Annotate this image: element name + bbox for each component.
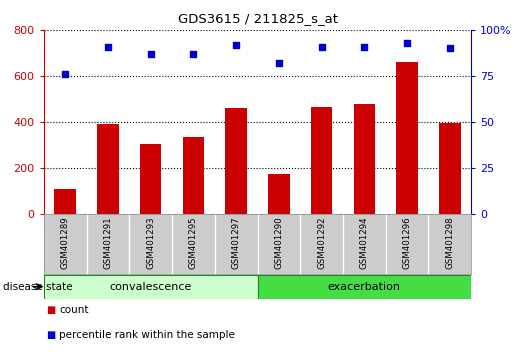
Point [232, 42, 240, 48]
Text: GSM401291: GSM401291 [104, 217, 112, 269]
Text: GSM401294: GSM401294 [360, 217, 369, 269]
Text: GSM401297: GSM401297 [232, 217, 241, 269]
Point [403, 40, 411, 46]
Bar [140, 144, 161, 214]
Point [190, 51, 198, 57]
Point [317, 44, 326, 50]
Bar [268, 174, 289, 214]
Text: ■: ■ [46, 330, 56, 339]
Text: ■: ■ [46, 305, 56, 315]
Text: disease state: disease state [3, 282, 72, 292]
Bar [226, 108, 247, 214]
Point [360, 44, 369, 50]
Text: exacerbation: exacerbation [328, 282, 401, 292]
Bar [311, 107, 332, 214]
Text: percentile rank within the sample: percentile rank within the sample [59, 330, 235, 339]
Bar [97, 124, 118, 214]
Point [446, 46, 454, 51]
Text: convalescence: convalescence [110, 282, 192, 292]
Point [275, 61, 283, 66]
Text: GSM401298: GSM401298 [445, 217, 454, 269]
Point [61, 72, 69, 77]
Bar [439, 123, 460, 214]
Bar [183, 137, 204, 214]
Text: GSM401292: GSM401292 [317, 217, 326, 269]
Text: GDS3615 / 211825_s_at: GDS3615 / 211825_s_at [178, 12, 337, 25]
Point [104, 44, 112, 50]
Text: GSM401295: GSM401295 [189, 217, 198, 269]
Bar [354, 104, 375, 214]
Point [147, 51, 155, 57]
Bar [397, 62, 418, 214]
Text: GSM401290: GSM401290 [274, 217, 283, 269]
Text: GSM401289: GSM401289 [61, 217, 70, 269]
Bar [258, 275, 471, 299]
Text: GSM401296: GSM401296 [403, 217, 411, 269]
Bar [55, 189, 76, 214]
Text: GSM401293: GSM401293 [146, 217, 155, 269]
Text: count: count [59, 305, 89, 315]
Bar [44, 275, 258, 299]
